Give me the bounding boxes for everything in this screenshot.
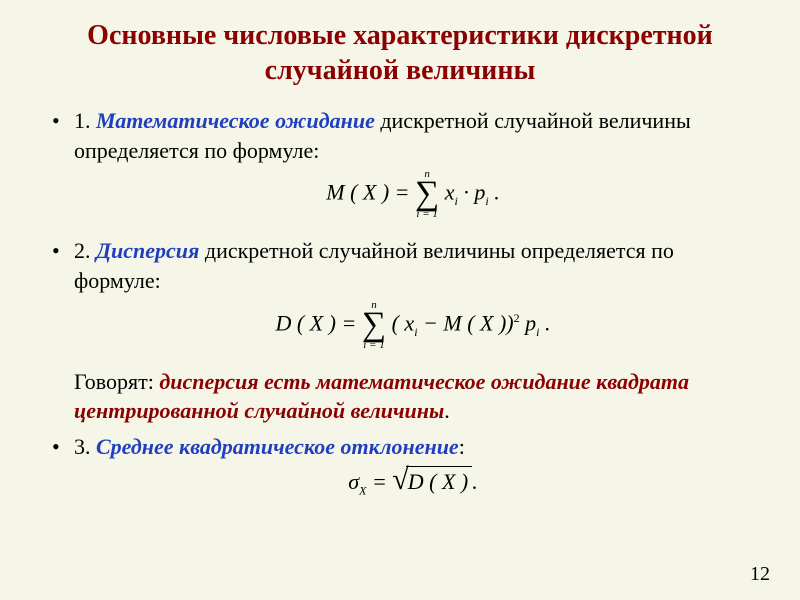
sigma-sum-icon: ∑ [362,311,386,340]
say-end: . [444,398,450,423]
say-statement: дисперсия есть математическое ожидание к… [74,369,689,424]
f1-p: p [474,180,485,205]
f2-minus: − M ( X )) [418,310,514,335]
item-2-num: 2. [74,238,96,263]
slide: Основные числовые характеристики дискрет… [0,0,800,600]
f1-end: . [489,180,500,205]
f3-body: D ( X ) [406,466,472,495]
formula-stddev: σX = √ D ( X ) . [74,466,752,499]
page-number: 12 [750,563,770,586]
sigma-sum-icon: ∑ [415,180,439,209]
f2-lhs: D ( X ) = [276,310,362,335]
f1-sum-bot: i = 1 [416,209,437,220]
f2-p: p [525,310,536,335]
formula-expectation: M ( X ) = n ∑ i = 1 xi · pi . [74,169,752,220]
item-1: 1. Математическое ожидание дискретной сл… [48,106,752,220]
item-2: 2. Дисперсия дискретной случайной величи… [48,236,752,426]
bullet-list: 1. Математическое ожидание дискретной сл… [48,106,752,498]
slide-title: Основные числовые характеристики дискрет… [48,18,752,88]
f2-end: . [539,310,550,335]
f2-sq: 2 [514,311,520,325]
item-3: 3. Среднее квадратическое отклонение: σX… [48,432,752,498]
f2-sum-col: n ∑ i = 1 [362,300,386,351]
f3-end: . [472,469,478,494]
f3-eq: = [366,469,392,494]
f1-sum: n ∑ i = 1 [415,169,439,220]
f1-x: x [445,180,455,205]
f3-sigma: σ [348,469,359,494]
f2-sum: n ∑ i = 1 [362,300,386,351]
item-3-num: 3. [74,434,96,459]
say-prefix: Говорят: [74,369,159,394]
f1-lhs: M ( X ) = [326,180,415,205]
f1-dot: · [458,180,475,205]
f2-sum-bot: i = 1 [363,340,384,351]
item-3-term: Среднее квадратическое отклонение [96,434,459,459]
f1-sum-col: n ∑ i = 1 [415,169,439,220]
sqrt-icon: √ D ( X ) [392,466,472,495]
item-1-num: 1. [74,108,96,133]
item-2-term: Дисперсия [96,238,199,263]
item-3-rest: : [459,434,465,459]
item-2-saying: Говорят: дисперсия есть математическое о… [74,367,752,426]
formula-dispersion: D ( X ) = n ∑ i = 1 ( xi − M ( X ))2 pi … [74,300,752,351]
item-1-term: Математическое ожидание [96,108,375,133]
f2-open: ( [392,310,405,335]
f2-x: x [404,310,414,335]
